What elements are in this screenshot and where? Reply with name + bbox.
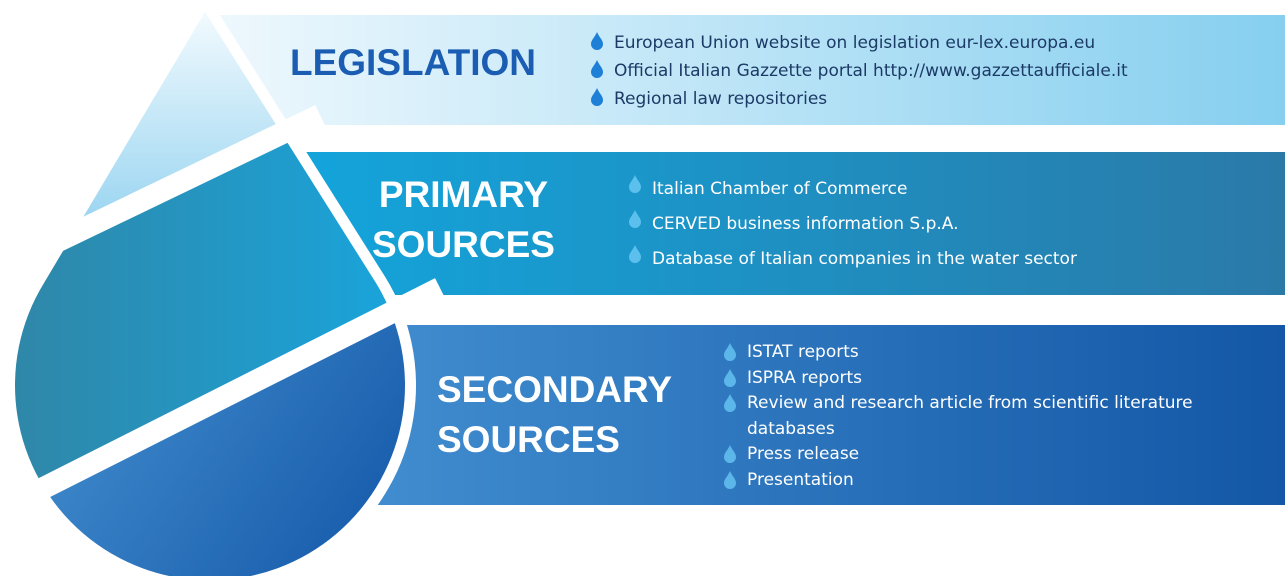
bullet-shape bbox=[724, 471, 736, 489]
bullet-drop bbox=[590, 88, 604, 106]
bullet-drop bbox=[590, 32, 604, 50]
title-line: SOURCES bbox=[437, 415, 672, 465]
list-item: ISPRA reports bbox=[723, 366, 1278, 392]
item-text: CERVED business information S.p.A. bbox=[652, 214, 959, 234]
list-item: Presentation bbox=[723, 468, 1278, 494]
item-text: Italian Chamber of Commerce bbox=[652, 179, 907, 199]
bullet-shape bbox=[629, 245, 641, 263]
section-list: European Union website on legislation eu… bbox=[590, 29, 1128, 113]
item-text: Review and research article from scienti… bbox=[747, 393, 1193, 439]
section-title: LEGISLATION bbox=[290, 38, 536, 88]
bullet-drop bbox=[723, 445, 737, 463]
bullet-drop bbox=[723, 394, 737, 412]
bullet-drop bbox=[628, 210, 642, 228]
title-line: SOURCES bbox=[372, 220, 555, 270]
bullet-shape bbox=[591, 60, 603, 78]
list-item: Database of Italian companies in the wat… bbox=[628, 242, 1077, 277]
title-line: PRIMARY bbox=[372, 170, 555, 220]
list-item: Review and research article from scienti… bbox=[723, 391, 1278, 442]
title-line: SECONDARY bbox=[437, 365, 672, 415]
section-list: Italian Chamber of Commerce CERVED busine… bbox=[628, 172, 1077, 277]
item-text: European Union website on legislation eu… bbox=[614, 33, 1095, 53]
item-text: Press release bbox=[747, 444, 859, 464]
list-item: CERVED business information S.p.A. bbox=[628, 207, 1077, 242]
bullet-drop bbox=[723, 343, 737, 361]
bullet-drop bbox=[628, 175, 642, 193]
list-item: Official Italian Gazzette portal http://… bbox=[590, 57, 1128, 85]
bullet-drop bbox=[590, 60, 604, 78]
bullet-shape bbox=[724, 394, 736, 412]
infographic: LEGISLATION European Union website on le… bbox=[0, 0, 1285, 576]
item-text: Official Italian Gazzette portal http://… bbox=[614, 61, 1128, 81]
list-item: Italian Chamber of Commerce bbox=[628, 172, 1077, 207]
bullet-shape bbox=[724, 369, 736, 387]
item-text: Presentation bbox=[747, 470, 854, 490]
list-item: European Union website on legislation eu… bbox=[590, 29, 1128, 57]
item-text: Database of Italian companies in the wat… bbox=[652, 249, 1077, 269]
bullet-shape bbox=[724, 343, 736, 361]
title-line: LEGISLATION bbox=[290, 38, 536, 88]
bullet-drop bbox=[723, 471, 737, 489]
list-item: Regional law repositories bbox=[590, 85, 1128, 113]
bullet-shape bbox=[591, 88, 603, 106]
section-list: ISTAT reports ISPRA reports Review and res… bbox=[723, 340, 1278, 493]
bullet-shape bbox=[629, 210, 641, 228]
item-text: ISPRA reports bbox=[747, 368, 862, 388]
item-text: Regional law repositories bbox=[614, 89, 827, 109]
bullet-drop bbox=[628, 245, 642, 263]
item-text: ISTAT reports bbox=[747, 342, 859, 362]
bullet-drop bbox=[723, 369, 737, 387]
list-item: Press release bbox=[723, 442, 1278, 468]
bullet-shape bbox=[724, 445, 736, 463]
list-item: ISTAT reports bbox=[723, 340, 1278, 366]
bullet-shape bbox=[591, 32, 603, 50]
bullet-shape bbox=[629, 175, 641, 193]
